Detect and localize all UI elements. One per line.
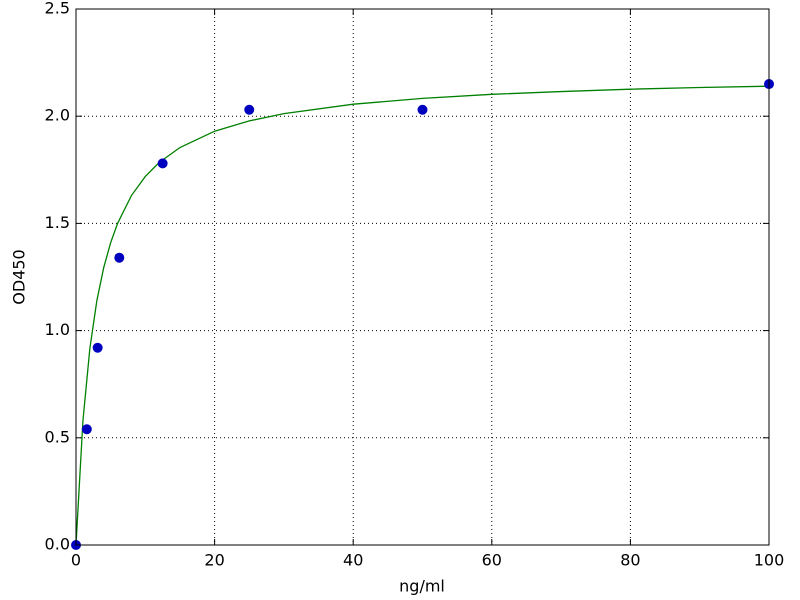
y-axis-label: OD450 (10, 249, 29, 304)
y-tick-label: 2.5 (45, 0, 70, 18)
data-point (92, 342, 103, 353)
data-point (114, 252, 125, 263)
data-point (157, 158, 168, 169)
x-axis-label: ng/ml (399, 577, 445, 596)
x-tick-label: 20 (204, 551, 224, 570)
x-tick-label: 60 (482, 551, 502, 570)
data-point (81, 424, 92, 435)
x-tick-label: 40 (343, 551, 363, 570)
data-point (244, 104, 255, 115)
x-tick-label: 100 (754, 551, 785, 570)
y-tick-label: 0.5 (45, 427, 70, 446)
y-tick-label: 0.0 (45, 535, 70, 554)
x-tick-label: 80 (620, 551, 640, 570)
x-tick-label: 0 (71, 551, 81, 570)
y-tick-label: 1.5 (45, 213, 70, 232)
plot-frame (75, 8, 770, 546)
y-tick-label: 1.0 (45, 320, 70, 339)
y-tick-label: 2.0 (45, 106, 70, 125)
fit-curve (75, 85, 770, 546)
data-point (417, 104, 428, 115)
